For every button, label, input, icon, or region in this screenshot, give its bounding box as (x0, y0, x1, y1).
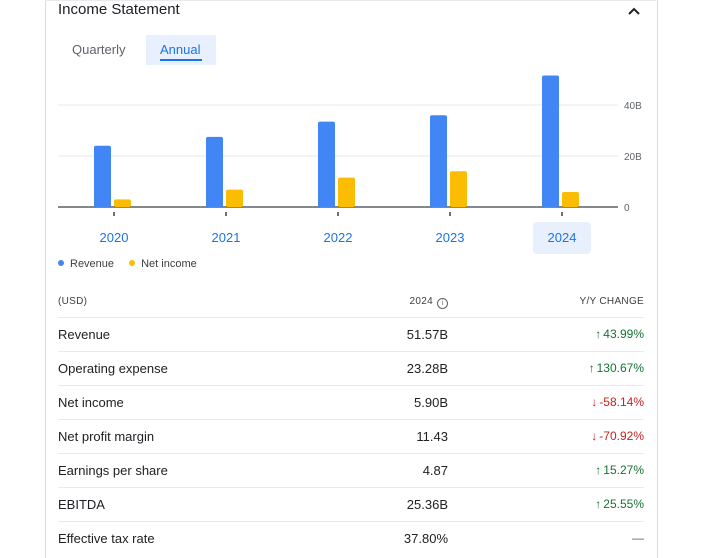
tab-selected-underline (160, 59, 202, 61)
row-value: 4.87 (422, 463, 448, 478)
row-label: Net income (58, 395, 124, 410)
bar-revenue (542, 75, 559, 208)
row-change: ↑ 25.55% (595, 497, 644, 511)
arrow-up-icon: ↑ (588, 361, 595, 375)
year-button-2020[interactable]: 2020 (99, 230, 129, 245)
row-change-value: 43.99% (603, 327, 644, 341)
tab-annual[interactable]: Annual (146, 35, 216, 65)
row-value: 51.57B (406, 327, 448, 342)
year-button-2024[interactable]: 2024 (533, 222, 591, 254)
bar-revenue (206, 136, 223, 207)
bar-revenue (430, 115, 447, 207)
row-change-value: -70.92% (599, 429, 644, 443)
row-change: ↓ -70.92% (591, 429, 644, 443)
arrow-up-icon: ↑ (595, 463, 602, 477)
legend-dot-revenue (58, 260, 64, 267)
row-value: 37.80% (403, 531, 448, 546)
table-row: Net income 5.90B ↓ -58.14% (58, 385, 644, 419)
row-label: Revenue (58, 327, 111, 342)
y-tick-label: 40B (624, 101, 642, 112)
row-value: 23.28B (406, 361, 448, 376)
row-value: 25.36B (406, 497, 448, 512)
row-change-value: — (632, 531, 644, 545)
card-top-divider (45, 0, 656, 1)
row-label: Effective tax rate (58, 531, 155, 546)
row-change-value: -58.14% (599, 395, 644, 409)
row-value: 11.43 (416, 429, 448, 444)
tab-quarterly[interactable]: Quarterly (72, 42, 126, 57)
legend-item-net-income: Net income (129, 258, 197, 270)
bar-revenue (318, 121, 335, 207)
legend-label-net-income: Net income (141, 258, 197, 270)
table-row: Net profit margin 11.43 ↓ -70.92% (58, 419, 644, 453)
change-header: Y/Y CHANGE (579, 296, 644, 307)
bar-net-income (450, 171, 467, 207)
row-change: ↓ -58.14% (591, 395, 644, 409)
arrow-down-icon: ↓ (591, 395, 598, 409)
year-header-label: 2024 (409, 296, 433, 307)
row-label: EBITDA (58, 497, 105, 512)
row-label: Earnings per share (58, 463, 168, 478)
chart-legend: Revenue Net income (58, 258, 209, 270)
y-tick-label: 20B (624, 152, 642, 163)
bar-net-income (226, 189, 243, 207)
info-icon[interactable]: i (437, 298, 448, 309)
row-change-value: 15.27% (603, 463, 644, 477)
year-header: 2024 i (409, 296, 448, 309)
table-row: Effective tax rate 37.80% — (58, 521, 644, 555)
income-bar-chart: 40B 20B 0 (58, 75, 642, 216)
chevron-up-icon[interactable] (625, 3, 643, 19)
bar-revenue (94, 145, 111, 207)
legend-dot-net-income (129, 260, 136, 267)
row-label: Net profit margin (58, 429, 155, 444)
bar-net-income (562, 191, 579, 207)
table-row: Operating expense 23.28B ↑ 130.67% (58, 351, 644, 385)
row-change: ↑ 130.67% (589, 361, 644, 375)
legend-label-revenue: Revenue (70, 258, 115, 270)
row-change: ↑ 43.99% (595, 327, 644, 341)
currency-header: (USD) (58, 296, 88, 307)
table-row: EBITDA 25.36B ↑ 25.55% (58, 487, 644, 521)
year-button-2021[interactable]: 2021 (211, 230, 241, 245)
arrow-down-icon: ↓ (591, 429, 598, 443)
bar-net-income (338, 177, 355, 207)
table-row: Earnings per share 4.87 ↑ 15.27% (58, 453, 644, 487)
table-header: (USD) 2024 i Y/Y CHANGE (58, 285, 644, 317)
card-title: Income Statement (58, 1, 180, 18)
row-label: Operating expense (58, 361, 168, 376)
legend-item-revenue: Revenue (58, 258, 114, 270)
y-tick-label: 0 (624, 203, 630, 214)
row-value: 5.90B (414, 395, 448, 410)
financials-table: (USD) 2024 i Y/Y CHANGE Revenue 51.57B ↑ 43.… (58, 285, 644, 555)
year-button-2023[interactable]: 2023 (435, 230, 465, 245)
arrow-up-icon: ↑ (595, 497, 602, 511)
year-button-2022[interactable]: 2022 (323, 230, 353, 245)
row-change-value: 25.55% (603, 497, 644, 511)
tab-annual-label: Annual (160, 42, 201, 57)
bar-net-income (114, 199, 131, 207)
arrow-up-icon: ↑ (595, 327, 602, 341)
row-change-value: 130.67% (596, 361, 644, 375)
row-change: — (632, 531, 644, 545)
table-row: Revenue 51.57B ↑ 43.99% (58, 317, 644, 351)
row-change: ↑ 15.27% (595, 463, 644, 477)
